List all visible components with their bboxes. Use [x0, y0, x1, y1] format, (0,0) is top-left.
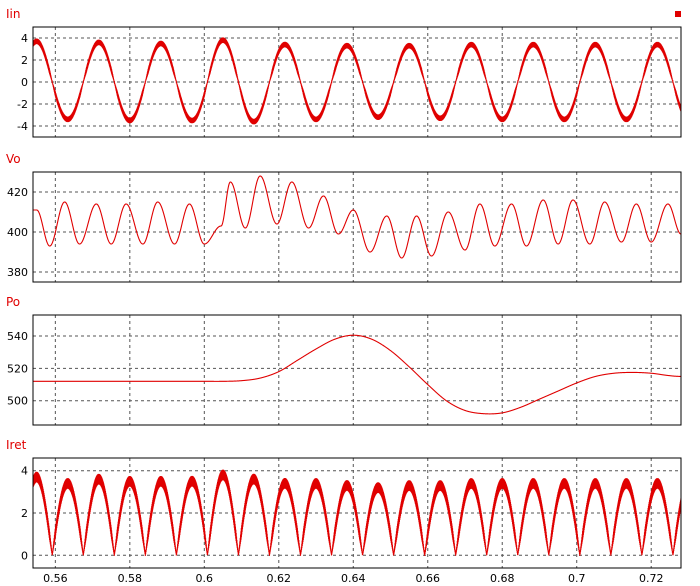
panel-vo: Vo 380 400 420 — [6, 152, 682, 283]
y-tick-label: 4 — [21, 465, 28, 478]
x-tick-label: 0.6 — [196, 572, 214, 585]
x-tick-label: 0.58 — [118, 572, 143, 585]
y-tick-label: -4 — [17, 120, 28, 133]
y-tick-label: 540 — [7, 330, 28, 343]
y-tick-label: -2 — [17, 98, 28, 111]
panel-title: Iin — [6, 7, 20, 21]
y-tick-label: 2 — [21, 507, 28, 520]
panel-title: Vo — [6, 152, 21, 166]
y-tick-label: 400 — [7, 226, 28, 239]
panel-title: Po — [6, 295, 20, 309]
x-tick-label: 0.72 — [639, 572, 664, 585]
y-tick-label: 520 — [7, 362, 28, 375]
y-tick-label: 380 — [7, 266, 28, 279]
panel-po: Po 500 520 540 — [6, 295, 682, 426]
trace-iret — [33, 469, 681, 557]
y-tick-label: 0 — [21, 76, 28, 89]
x-tick-label: 0.66 — [416, 572, 441, 585]
trace-po — [33, 334, 681, 415]
panel-title: Iret — [6, 438, 27, 452]
y-tick-label: 2 — [21, 54, 28, 67]
y-tick-label: 0 — [21, 549, 28, 562]
y-tick-label: 4 — [21, 32, 28, 45]
plot-frame — [32, 314, 682, 426]
panel-iret: Iret 0 2 4 — [6, 438, 682, 569]
y-tick-label: 500 — [7, 395, 28, 408]
x-tick-label: 0.56 — [43, 572, 68, 585]
plot-frame — [32, 457, 682, 569]
trace-vo — [33, 175, 681, 259]
x-tick-label: 0.7 — [568, 572, 586, 585]
trace-iin — [33, 37, 681, 125]
x-tick-label: 0.64 — [341, 572, 366, 585]
x-tick-label: 0.68 — [490, 572, 515, 585]
square-marker-icon[interactable] — [675, 11, 681, 17]
y-tick-label: 420 — [7, 186, 28, 199]
x-tick-label: 0.62 — [267, 572, 292, 585]
plot-frame — [32, 171, 682, 283]
plot-frame — [32, 26, 682, 138]
panel-iin: Iin -4 -2 0 2 4 — [6, 7, 682, 138]
